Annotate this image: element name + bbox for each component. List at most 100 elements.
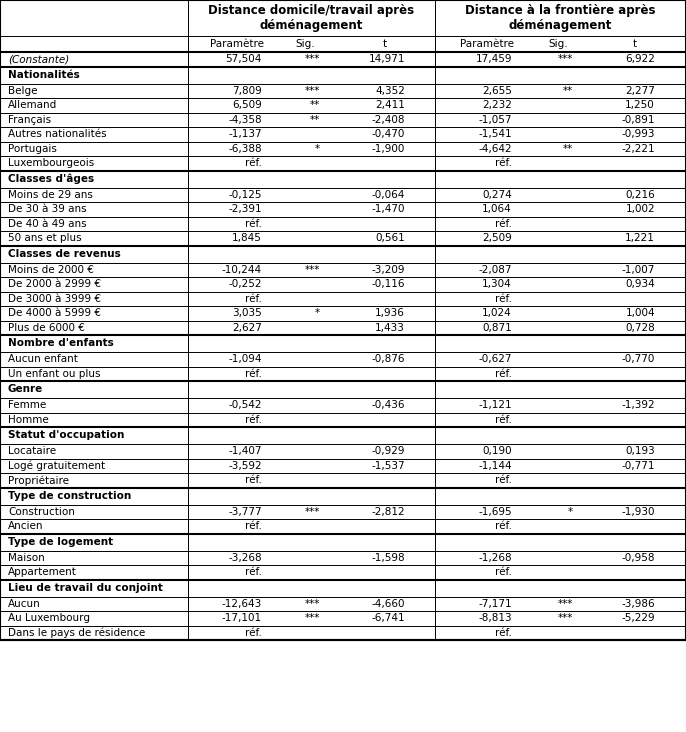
Text: Dans le pays de résidence: Dans le pays de résidence [8, 627, 145, 638]
Text: Luxembourgeois: Luxembourgeois [8, 158, 94, 168]
Text: 0,871: 0,871 [482, 323, 512, 333]
Text: 2,509: 2,509 [482, 234, 512, 243]
Text: -1,268: -1,268 [478, 553, 512, 563]
Text: 1,004: 1,004 [626, 308, 655, 318]
Text: -3,268: -3,268 [228, 553, 262, 563]
Text: -0,627: -0,627 [479, 354, 512, 365]
Text: 0,728: 0,728 [625, 323, 655, 333]
Text: 4,352: 4,352 [375, 86, 405, 96]
Text: 2,411: 2,411 [375, 100, 405, 111]
Text: -0,252: -0,252 [228, 279, 262, 289]
Text: réf.: réf. [245, 415, 262, 425]
Text: -1,537: -1,537 [371, 460, 405, 471]
Text: -0,436: -0,436 [372, 400, 405, 410]
Text: réf.: réf. [245, 475, 262, 485]
Text: Paramètre: Paramètre [210, 39, 264, 49]
Text: ***: *** [305, 265, 320, 274]
Text: Plus de 6000 €: Plus de 6000 € [8, 323, 85, 333]
Text: De 3000 à 3999 €: De 3000 à 3999 € [8, 294, 101, 304]
Text: Paramètre: Paramètre [460, 39, 514, 49]
Text: Au Luxembourg: Au Luxembourg [8, 613, 90, 623]
Text: 1,002: 1,002 [626, 204, 655, 214]
Text: -0,891: -0,891 [622, 115, 655, 124]
Text: Ancien: Ancien [8, 521, 43, 531]
Text: Logé gratuitement: Logé gratuitement [8, 460, 105, 471]
Text: réf.: réf. [245, 567, 262, 578]
Text: 6,509: 6,509 [233, 100, 262, 111]
Text: Genre: Genre [8, 384, 43, 395]
Text: 0,934: 0,934 [625, 279, 655, 289]
Text: -4,358: -4,358 [228, 115, 262, 124]
Text: -0,542: -0,542 [228, 400, 262, 410]
Text: 1,024: 1,024 [482, 308, 512, 318]
Text: -1,930: -1,930 [622, 507, 655, 517]
Text: -0,770: -0,770 [622, 354, 655, 365]
Text: 1,845: 1,845 [232, 234, 262, 243]
Text: 3,035: 3,035 [233, 308, 262, 318]
Text: réf.: réf. [495, 628, 512, 638]
Text: Autres nationalités: Autres nationalités [8, 130, 106, 139]
Text: De 40 à 49 ans: De 40 à 49 ans [8, 219, 86, 228]
Text: ***: *** [558, 599, 573, 609]
Text: Aucun: Aucun [8, 599, 40, 609]
Text: 0,190: 0,190 [482, 447, 512, 456]
Text: -3,209: -3,209 [372, 265, 405, 274]
Text: -6,741: -6,741 [371, 613, 405, 623]
Text: -1,541: -1,541 [478, 130, 512, 139]
Text: Distance à la frontière après
déménagement: Distance à la frontière après déménageme… [465, 4, 656, 32]
Text: -17,101: -17,101 [222, 613, 262, 623]
Text: -4,642: -4,642 [478, 143, 512, 154]
Text: -0,125: -0,125 [228, 190, 262, 200]
Text: 1,250: 1,250 [625, 100, 655, 111]
Text: Moins de 2000 €: Moins de 2000 € [8, 265, 94, 274]
Text: 6,922: 6,922 [625, 54, 655, 64]
Text: **: ** [563, 143, 573, 154]
Text: 1,936: 1,936 [375, 308, 405, 318]
Text: 1,064: 1,064 [482, 204, 512, 214]
Text: Maison: Maison [8, 553, 45, 563]
Text: Sig.: Sig. [548, 39, 568, 49]
Text: Appartement: Appartement [8, 567, 77, 578]
Text: Locataire: Locataire [8, 447, 56, 456]
Text: t: t [633, 39, 637, 49]
Text: Type de logement: Type de logement [8, 537, 113, 547]
Text: -0,958: -0,958 [622, 553, 655, 563]
Text: 1,304: 1,304 [482, 279, 512, 289]
Text: ***: *** [558, 613, 573, 623]
Text: -0,116: -0,116 [372, 279, 405, 289]
Text: réf.: réf. [495, 219, 512, 228]
Text: -1,470: -1,470 [372, 204, 405, 214]
Text: réf.: réf. [495, 158, 512, 168]
Text: -1,094: -1,094 [228, 354, 262, 365]
Text: **: ** [310, 115, 320, 124]
Text: -3,592: -3,592 [228, 460, 262, 471]
Text: 0,274: 0,274 [482, 190, 512, 200]
Text: ***: *** [558, 54, 573, 64]
Text: De 2000 à 2999 €: De 2000 à 2999 € [8, 279, 101, 289]
Text: 0,193: 0,193 [625, 447, 655, 456]
Text: -7,171: -7,171 [478, 599, 512, 609]
Text: 14,971: 14,971 [368, 54, 405, 64]
Text: Moins de 29 ans: Moins de 29 ans [8, 190, 93, 200]
Text: Portugais: Portugais [8, 143, 57, 154]
Text: 1,221: 1,221 [625, 234, 655, 243]
Text: -2,391: -2,391 [228, 204, 262, 214]
Text: -0,064: -0,064 [372, 190, 405, 200]
Text: Français: Français [8, 115, 51, 124]
Text: -1,900: -1,900 [372, 143, 405, 154]
Text: Construction: Construction [8, 507, 75, 517]
Text: Homme: Homme [8, 415, 49, 425]
Text: (Constante): (Constante) [8, 54, 69, 64]
Text: -0,876: -0,876 [372, 354, 405, 365]
Text: réf.: réf. [495, 521, 512, 531]
Text: *: * [315, 308, 320, 318]
Text: réf.: réf. [245, 158, 262, 168]
Text: Un enfant ou plus: Un enfant ou plus [8, 369, 101, 378]
Text: -4,660: -4,660 [372, 599, 405, 609]
Text: Nombre d'enfants: Nombre d'enfants [8, 338, 114, 348]
Text: -8,813: -8,813 [478, 613, 512, 623]
Text: ***: *** [305, 507, 320, 517]
Text: réf.: réf. [245, 521, 262, 531]
Text: 2,627: 2,627 [232, 323, 262, 333]
Text: réf.: réf. [495, 369, 512, 378]
